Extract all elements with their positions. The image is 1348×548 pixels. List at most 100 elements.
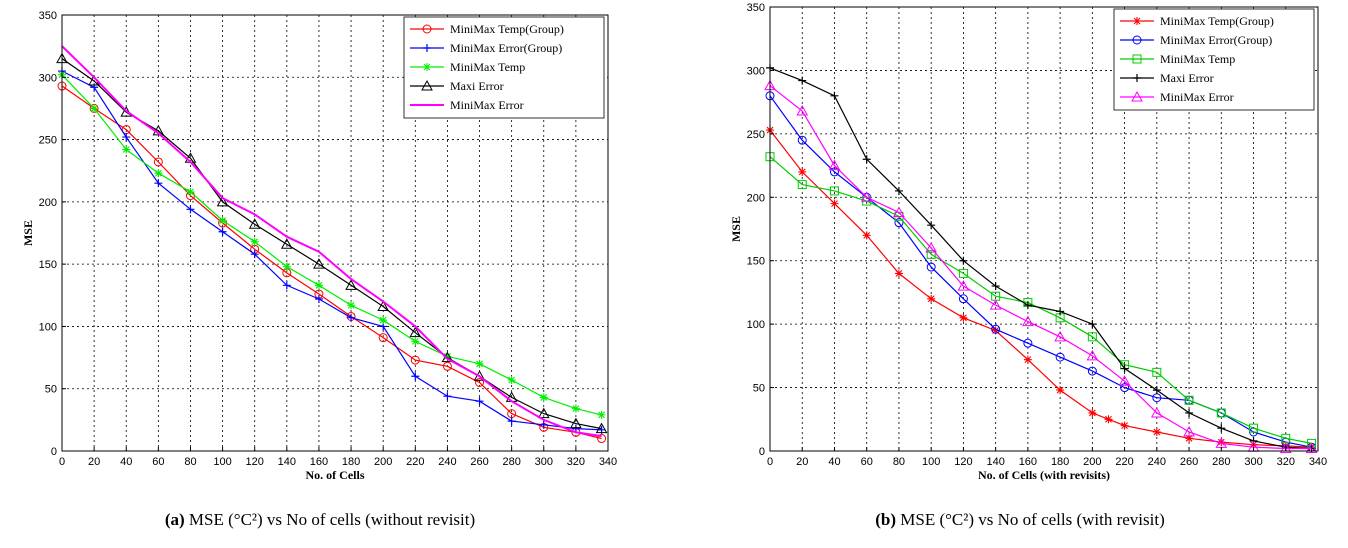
- x-tick-label: 240: [438, 456, 456, 468]
- data-point: [828, 159, 841, 171]
- series-line: [769, 85, 1312, 450]
- data-point: [153, 157, 163, 167]
- data-point: [314, 281, 323, 290]
- data-point: [798, 76, 807, 85]
- data-point: [1279, 442, 1292, 453]
- y-tick-label: 0: [759, 446, 765, 458]
- data-point: [539, 393, 548, 402]
- x-tick-label: 180: [342, 456, 360, 468]
- data-point: [1088, 320, 1097, 329]
- data-point: [893, 206, 905, 218]
- data-point: [1055, 352, 1065, 362]
- series-2: [765, 152, 1317, 448]
- data-point: [1056, 307, 1065, 316]
- data-point: [1217, 438, 1226, 447]
- axes-frame: [769, 6, 1319, 452]
- data-point: [957, 280, 970, 291]
- data-point: [378, 333, 388, 343]
- legend-label: MiniMax Temp(Group): [450, 22, 564, 36]
- y-tick-label: 100: [747, 319, 765, 331]
- x-tick-label: 20: [796, 456, 808, 468]
- data-point: [1118, 375, 1131, 386]
- data-point: [313, 258, 325, 269]
- data-point: [830, 199, 839, 208]
- caption-a-text: MSE (°C²) vs No of cells (without revisi…: [188, 510, 476, 529]
- data-point: [1217, 424, 1226, 433]
- y-tick-label: 50: [753, 383, 765, 395]
- x-tick-label: 260: [1180, 456, 1198, 468]
- data-point: [958, 268, 968, 278]
- data-point: [597, 410, 606, 419]
- data-point: [829, 167, 839, 177]
- legend-label: MiniMax Temp: [450, 60, 525, 74]
- y-tick-label: 0: [51, 446, 57, 458]
- axes-frame: [61, 14, 609, 452]
- x-tick-label: 60: [152, 456, 164, 468]
- legend: MiniMax Temp(Group) MiniMax Error(Group) M…: [1113, 8, 1315, 111]
- x-tick-label: 0: [59, 456, 65, 468]
- data-point: [926, 262, 936, 272]
- data-point: [379, 316, 388, 325]
- legend-marker: [421, 79, 433, 91]
- series-4: [61, 45, 602, 438]
- data-point: [411, 372, 420, 381]
- y-tick-label: 200: [39, 197, 57, 209]
- legend-label: Maxi Error: [1160, 71, 1214, 85]
- data-point: [507, 375, 516, 384]
- legend-label: MiniMax Error(Group): [450, 41, 562, 55]
- data-point: [1183, 425, 1195, 437]
- y-axis-label: MSE: [21, 220, 35, 246]
- x-tick-label: 200: [1083, 456, 1101, 468]
- caption-a: (a) MSE (°C²) vs No of cells (without re…: [0, 510, 640, 530]
- x-tick-label: 220: [1115, 456, 1133, 468]
- data-point: [411, 337, 420, 346]
- data-point: [797, 135, 807, 145]
- data-point: [991, 282, 1000, 291]
- data-point: [410, 355, 420, 365]
- data-point: [1185, 434, 1194, 443]
- data-point: [959, 313, 968, 322]
- y-tick-label: 300: [747, 65, 765, 77]
- data-point: [154, 169, 163, 178]
- legend-marker: [422, 24, 432, 34]
- x-tick-label: 320: [1277, 456, 1295, 468]
- data-point: [1088, 408, 1097, 417]
- data-point: [539, 420, 548, 429]
- data-point: [1249, 423, 1259, 433]
- x-tick-label: 240: [1148, 456, 1166, 468]
- series-line: [61, 45, 602, 438]
- data-point: [314, 295, 323, 304]
- data-point: [862, 155, 871, 164]
- data-point: [475, 359, 484, 368]
- x-tick-label: 160: [1019, 456, 1037, 468]
- data-point: [1086, 349, 1099, 361]
- caption-b: (b) MSE (°C²) vs No of cells (with revis…: [700, 510, 1340, 530]
- data-point: [958, 294, 968, 304]
- chart-a: 0 20 40 60 80 100 120 140 160 180 200 220 240 260 280 3…: [21, 10, 617, 482]
- data-point: [1249, 436, 1258, 445]
- data-point: [1104, 415, 1113, 424]
- data-point: [282, 262, 291, 271]
- data-point: [250, 237, 259, 246]
- y-tick-label: 350: [747, 2, 765, 14]
- legend-label: MiniMax Error: [1160, 90, 1234, 104]
- data-point: [154, 179, 163, 188]
- series-line: [61, 74, 602, 416]
- legend-label: MiniMax Error: [450, 98, 524, 112]
- data-point: [537, 407, 550, 419]
- legend: MiniMax Temp(Group) MiniMax Error(Group) M…: [403, 16, 605, 119]
- data-point: [186, 187, 195, 196]
- data-point: [959, 256, 968, 265]
- x-axis-label: No. of Cells (with revisits): [978, 468, 1110, 482]
- data-point: [1120, 383, 1130, 393]
- data-point: [597, 434, 607, 444]
- x-tick-label: 200: [374, 456, 392, 468]
- data-point: [443, 392, 452, 401]
- data-point: [1023, 355, 1032, 364]
- data-point: [345, 279, 357, 290]
- data-point: [122, 133, 131, 142]
- data-point: [409, 326, 422, 338]
- x-tick-label: 100: [922, 456, 940, 468]
- y-tick-label: 150: [39, 259, 57, 271]
- data-point: [927, 221, 936, 230]
